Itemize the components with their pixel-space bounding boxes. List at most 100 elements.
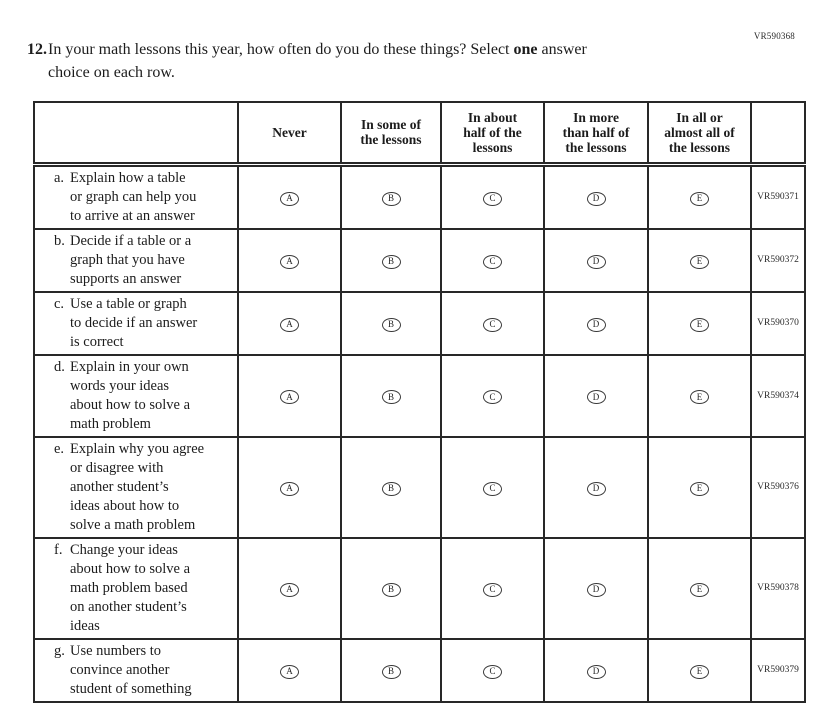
row-statement: Explain in your own words your ideas abo… (70, 358, 191, 432)
choice-cell-all-or-almost-all: E (647, 536, 752, 640)
bubble-d[interactable]: D (586, 390, 606, 404)
row-code: VR590371 (757, 192, 799, 202)
row-letter: a. (54, 169, 65, 186)
bubble-e[interactable]: E (690, 317, 709, 332)
bubble-a[interactable]: A (280, 191, 299, 206)
bubble-letter: C (489, 256, 496, 266)
choice-cell-never: A (237, 637, 342, 703)
bubble-b[interactable]: B (381, 390, 401, 404)
survey-table-body: a. Explain how a table or graph can help … (33, 163, 806, 703)
code-cell: VR590378 (750, 536, 806, 640)
row-letter: g. (54, 642, 65, 659)
row-code: VR590379 (757, 665, 799, 675)
choice-cell-all-or-almost-all: E (647, 637, 752, 703)
choice-cell-in-some: B (340, 227, 442, 293)
code-cell: VR590370 (750, 290, 806, 356)
bubble-a[interactable]: A (280, 390, 299, 404)
bubble-letter: E (696, 483, 703, 493)
bubble-a[interactable]: A (280, 481, 299, 496)
bubble-letter: A (286, 391, 293, 402)
choice-cell-about-half: C (440, 227, 545, 293)
question-number: 12. (27, 41, 47, 58)
bubble-letter: A (286, 483, 293, 493)
bubble-letter: D (592, 584, 600, 594)
choice-cell-more-than-half: D (543, 353, 649, 438)
bubble-a[interactable]: A (280, 254, 299, 269)
bubble-b[interactable]: B (381, 664, 401, 679)
question-line1-post: answer (537, 41, 587, 58)
bubble-e[interactable]: E (690, 390, 709, 404)
header-in-about-half-of-the-lessons: In about half of the lessons (440, 101, 545, 167)
bubble-b[interactable]: B (381, 254, 401, 269)
bubble-c[interactable]: C (483, 317, 502, 332)
bubble-letter: B (387, 193, 394, 203)
bubble-b[interactable]: B (381, 481, 401, 496)
row-statement: Use numbers to convince another student … (70, 642, 192, 697)
bubble-d[interactable]: D (586, 582, 606, 597)
table-header-row: Never In some of the lessons In about ha… (33, 101, 806, 167)
bubble-letter: A (286, 666, 293, 676)
header-in-more-than-half-of-the-lessons: In more than half of the lessons (543, 101, 649, 167)
row-code: VR590376 (757, 482, 799, 492)
bubble-e[interactable]: E (690, 481, 709, 496)
bubble-letter: C (489, 666, 496, 676)
bubble-c[interactable]: C (483, 664, 502, 679)
code-cell: VR590371 (750, 163, 806, 230)
bubble-b[interactable]: B (381, 191, 401, 206)
bubble-a[interactable]: A (280, 317, 299, 332)
bubble-letter: B (387, 584, 394, 594)
bubble-letter: D (592, 319, 600, 329)
bubble-letter: D (592, 256, 600, 266)
bubble-c[interactable]: C (483, 481, 502, 496)
bubble-c[interactable]: C (483, 390, 502, 404)
choice-cell-about-half: C (440, 637, 545, 703)
table-row: f. Change your ideas about how to solve a… (33, 536, 806, 640)
bubble-letter: E (696, 256, 703, 266)
bubble-a[interactable]: A (280, 664, 299, 679)
bubble-e[interactable]: E (690, 664, 709, 679)
question-line2: choice on each row. (48, 64, 175, 81)
choice-cell-in-some: B (340, 163, 442, 230)
bubble-letter: E (696, 319, 703, 329)
choice-cell-more-than-half: D (543, 637, 649, 703)
bubble-d[interactable]: D (586, 481, 606, 496)
bubble-e[interactable]: E (690, 191, 709, 206)
bubble-a[interactable]: A (280, 582, 299, 597)
bubble-c[interactable]: C (483, 191, 502, 206)
survey-matrix-table: Never In some of the lessons In about ha… (33, 101, 806, 703)
bubble-b[interactable]: B (381, 317, 401, 332)
choice-cell-all-or-almost-all: E (647, 227, 752, 293)
bubble-letter: C (489, 584, 496, 594)
bubble-d[interactable]: D (586, 254, 606, 269)
bubble-c[interactable]: C (483, 582, 502, 597)
bubble-letter: C (489, 319, 496, 329)
bubble-e[interactable]: E (690, 582, 709, 597)
bubble-letter: B (387, 391, 394, 402)
bubble-d[interactable]: D (586, 191, 606, 206)
bubble-e[interactable]: E (690, 254, 709, 269)
bubble-c[interactable]: C (483, 254, 502, 269)
bubble-b[interactable]: B (381, 582, 401, 597)
table-row: a. Explain how a table or graph can help … (33, 163, 806, 230)
row-letter: c. (54, 295, 65, 312)
code-cell: VR590374 (750, 353, 806, 438)
bubble-letter: D (592, 483, 600, 493)
bubble-d[interactable]: D (586, 664, 606, 679)
row-statement: Explain how a table or graph can help yo… (70, 169, 197, 224)
bubble-letter: B (387, 666, 394, 676)
choice-cell-more-than-half: D (543, 227, 649, 293)
question-line1: In your math lessons this year, how ofte… (48, 38, 587, 61)
choice-cell-all-or-almost-all: E (647, 435, 752, 539)
table-row: g. Use numbers to convince another studen… (33, 637, 806, 703)
bubble-letter: E (696, 584, 703, 594)
row-code: VR590374 (757, 390, 799, 401)
bubble-d[interactable]: D (586, 317, 606, 332)
bubble-letter: A (286, 256, 293, 266)
statement-cell: c. Use a table or graph to decide if an a… (33, 290, 239, 356)
bubble-letter: A (286, 193, 293, 203)
statement-cell: f. Change your ideas about how to solve a… (33, 536, 239, 640)
choice-cell-never: A (237, 536, 342, 640)
bubble-letter: C (489, 483, 496, 493)
choice-cell-more-than-half: D (543, 536, 649, 640)
choice-cell-never: A (237, 353, 342, 438)
